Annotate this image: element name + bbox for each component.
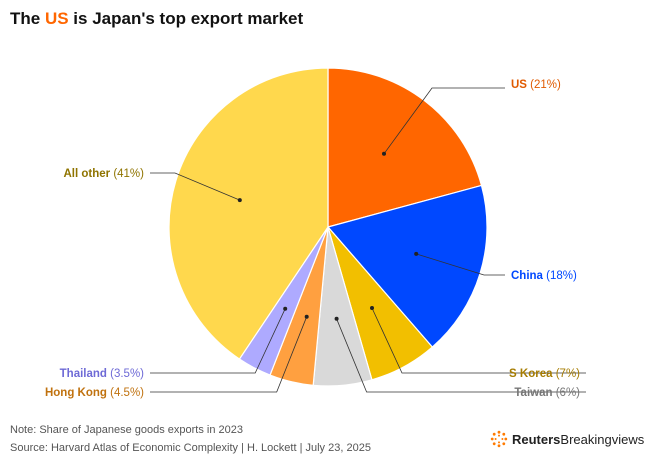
leader-dot-taiwan xyxy=(334,316,339,321)
logo-brand: Reuters xyxy=(512,431,561,447)
leader-dot-us xyxy=(382,151,386,156)
pie-chart: US (21%) China (18%) S Korea (7%) Taiwan (6… xyxy=(45,67,586,399)
label-thailand: Thailand (3.5%) xyxy=(60,368,145,380)
label-taiwan: Taiwan (6%) xyxy=(514,387,580,399)
leader-line-all-other xyxy=(150,172,240,201)
reuters-logo-icon xyxy=(490,430,508,448)
leader-line-us xyxy=(383,87,505,155)
leader-dot-s-korea xyxy=(370,306,374,310)
title-suffix: is Japan's top export market xyxy=(68,9,304,28)
title-prefix: The xyxy=(10,9,45,28)
title-highlight: US xyxy=(44,9,69,28)
label-all-other: All other (41%) xyxy=(63,168,144,180)
label-s-korea: S Korea (7%) xyxy=(509,368,580,380)
leader-dot-hong-kong xyxy=(304,314,309,319)
leader-line-china xyxy=(416,253,505,276)
leader-dot-china xyxy=(414,251,419,256)
pie-slice-us xyxy=(327,67,483,228)
label-china: China (18%) xyxy=(511,270,577,282)
leader-line-hong-kong xyxy=(150,316,308,393)
chart-source: Source: Harvard Atlas of Economic Comple… xyxy=(10,442,371,454)
leader-dot-all-other xyxy=(237,198,242,203)
leader-line-taiwan xyxy=(336,318,586,393)
chart-note: Note: Share of Japanese goods exports in… xyxy=(10,424,243,436)
leader-line-thailand xyxy=(150,308,286,374)
logo-sub: Breakingviews xyxy=(560,431,645,447)
label-us: US (21%) xyxy=(511,79,561,91)
pie-slice-all-other xyxy=(168,67,329,360)
pie-slice-china xyxy=(326,184,488,348)
label-hong-kong: Hong Kong (4.5%) xyxy=(45,387,144,399)
chart-title: The US is Japan's top export market xyxy=(10,9,303,29)
reuters-breakingviews-logo: Reuters Breakingviews xyxy=(490,430,644,448)
leader-dot-thailand xyxy=(283,306,288,311)
leader-line-s-korea xyxy=(371,307,586,374)
